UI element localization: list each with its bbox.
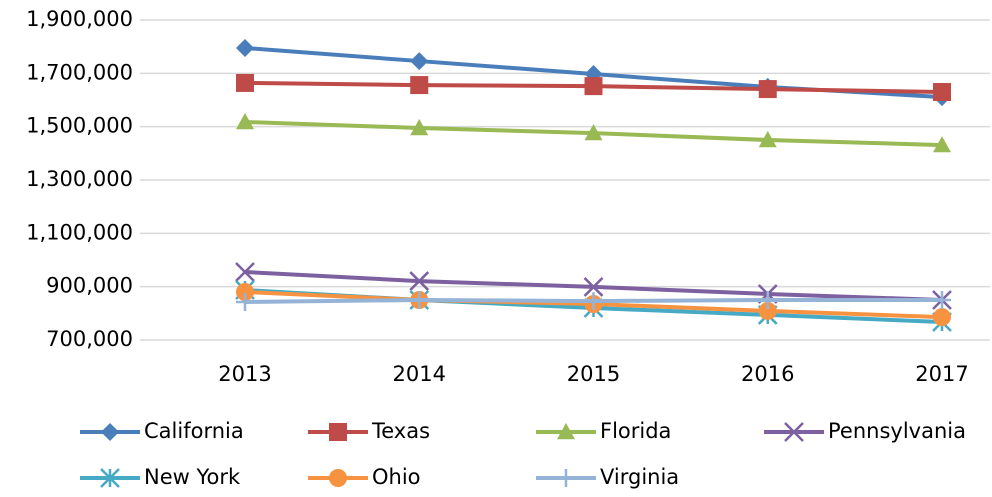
legend-label: Texas xyxy=(371,419,430,443)
x-tick-label: 2013 xyxy=(218,362,271,386)
legend-marker xyxy=(329,469,347,487)
legend-label: Virginia xyxy=(600,465,679,489)
point-marker xyxy=(410,52,429,71)
y-tick-label: 1,900,000 xyxy=(26,7,133,31)
legend-marker xyxy=(329,423,347,441)
legend-label: Florida xyxy=(600,419,671,443)
point-marker xyxy=(933,291,951,309)
legend-marker xyxy=(557,469,575,487)
point-marker xyxy=(933,83,951,101)
point-marker xyxy=(236,293,254,311)
point-marker xyxy=(933,308,951,327)
point-marker xyxy=(236,73,254,92)
legend-label: Ohio xyxy=(372,465,421,489)
legend-label: Pennsylvania xyxy=(828,419,966,443)
point-marker xyxy=(933,136,951,153)
point-marker xyxy=(235,262,255,282)
point-marker xyxy=(758,291,777,309)
point-marker xyxy=(758,80,777,99)
point-marker xyxy=(583,277,604,297)
point-marker xyxy=(236,113,254,130)
point-marker xyxy=(584,77,603,96)
y-tick-label: 1,500,000 xyxy=(26,114,133,138)
point-marker xyxy=(236,39,254,57)
point-marker xyxy=(410,119,429,136)
y-tick-label: 900,000 xyxy=(46,274,133,298)
x-tick-label: 2015 xyxy=(567,362,620,386)
point-marker xyxy=(758,131,777,148)
x-tick-label: 2016 xyxy=(741,362,794,386)
legend-marker xyxy=(784,422,804,442)
point-marker xyxy=(410,76,429,95)
legend-label: California xyxy=(144,419,244,443)
point-marker xyxy=(584,292,603,311)
point-marker xyxy=(410,291,429,309)
legend-marker xyxy=(100,468,120,488)
x-tick-label: 2017 xyxy=(915,362,968,386)
legend-label: New York xyxy=(144,465,241,489)
legend-marker xyxy=(557,423,575,440)
point-marker xyxy=(236,283,254,301)
legend-marker xyxy=(101,423,119,441)
point-marker xyxy=(758,301,777,320)
point-marker xyxy=(409,271,430,291)
x-tick-label: 2014 xyxy=(393,362,446,386)
y-tick-label: 1,100,000 xyxy=(26,220,133,244)
y-tick-label: 1,300,000 xyxy=(26,167,133,191)
y-tick-label: 1,700,000 xyxy=(26,60,133,84)
y-tick-label: 700,000 xyxy=(46,327,133,351)
point-marker xyxy=(584,124,603,141)
